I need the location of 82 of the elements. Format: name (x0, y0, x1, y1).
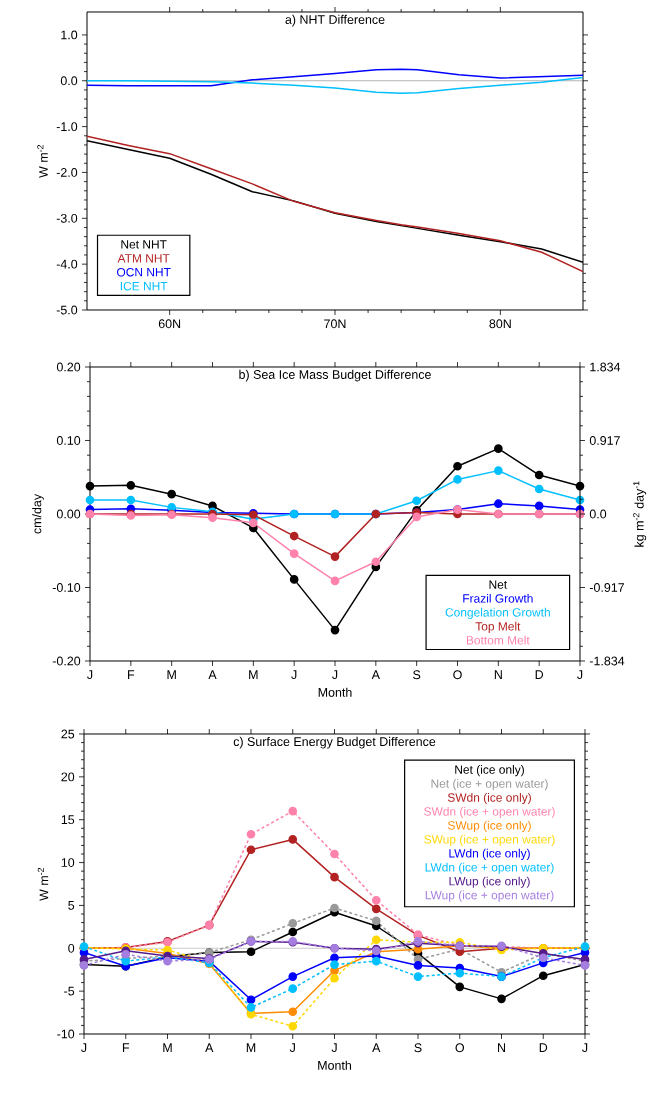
y-axis-title: cm/day (32, 493, 44, 534)
y2-tick-label: 0.917 (589, 436, 620, 445)
text: ICE NHT (120, 281, 168, 291)
text: ATM NHT (117, 254, 170, 263)
y-tick-label: -0.20 (52, 656, 81, 666)
x-tick-label: M (246, 1043, 256, 1052)
chart-title: b) Sea Ice Mass Budget Difference (239, 369, 431, 382)
x-tick-label: J (331, 1043, 337, 1053)
x-tick-label: N (498, 1043, 505, 1052)
y-tick-label: 10 (61, 858, 75, 867)
x-tick-label: 60N (158, 319, 181, 329)
y-tick-label: 0.0 (60, 76, 78, 86)
x-axis-title: Month (318, 1060, 351, 1070)
y-tick-label: 5 (68, 901, 75, 910)
x-tick-label: S (414, 1043, 422, 1053)
y-tick-label: -1.0 (56, 122, 78, 132)
x-tick-label: M (167, 670, 176, 679)
y-tick-label: -5 (64, 986, 75, 996)
y-tick-label: 1.0 (61, 30, 78, 40)
x-tick-label: D (539, 1043, 548, 1052)
y-tick-label: -0.10 (52, 583, 81, 592)
text: Net (ice + open water) (431, 779, 548, 791)
text: Net (489, 580, 508, 589)
y-tick-label: 0.20 (56, 362, 81, 372)
x-tick-label: J (577, 670, 583, 680)
text: Top Melt (475, 621, 521, 633)
y-axis-title: W m$^{-2}$ (37, 145, 48, 178)
x-tick-label: F (128, 670, 135, 679)
x-tick-label: A (371, 670, 380, 679)
text: SWdn (ice only) (447, 792, 531, 805)
text: SWup (ice only) (447, 820, 531, 833)
y2-tick-label: 0.0 (589, 509, 607, 519)
text: Frazil Growth (463, 593, 533, 603)
x-tick-label: J (582, 1043, 588, 1053)
y-tick-label: -10 (57, 1029, 75, 1039)
y-tick-label: 0 (68, 943, 75, 953)
text: SWdn (ice + open water) (424, 806, 555, 819)
text: Congelation Growth (445, 607, 550, 620)
x-tick-label: A (372, 1043, 381, 1052)
y-tick-label: -3.0 (56, 213, 78, 223)
y2-axis-title: kg m$^{-2}$ day$^{-1}$ (633, 481, 647, 547)
x-tick-label: J (87, 670, 93, 680)
y-tick-label: 0.10 (56, 436, 81, 445)
x-tick-label: S (413, 670, 421, 680)
text: LWdn (ice + open water) (425, 862, 554, 874)
x-tick-label: J (332, 670, 338, 680)
chart-title: c) Surface Energy Budget Difference (233, 736, 436, 749)
x-tick-label: 70N (324, 319, 346, 329)
x-tick-label: A (205, 1043, 214, 1052)
text: Bottom Melt (466, 635, 530, 645)
y-tick-label: -4.0 (56, 259, 78, 269)
y-tick-label: 15 (61, 815, 75, 825)
x-axis-title: Month (318, 687, 352, 697)
x-tick-label: F (122, 1043, 130, 1052)
y2-tick-label: 1.834 (590, 362, 621, 372)
text: OCN NHT (117, 268, 171, 277)
x-tick-label: J (81, 1043, 87, 1053)
y2-tick-label: -0.917 (589, 583, 625, 592)
x-tick-label: M (249, 670, 258, 679)
chart-title: a) NHT Difference (285, 14, 385, 27)
text: Net (ice only) (455, 765, 524, 777)
x-tick-label: 80N (489, 319, 511, 329)
y-tick-label: -2.0 (56, 168, 78, 177)
text: LWup (ice + open water) (425, 890, 554, 902)
text: SWup (ice + open water) (424, 834, 555, 846)
x-tick-label: A (208, 670, 217, 679)
y-tick-label: 0.00 (56, 509, 81, 519)
x-tick-label: D (535, 670, 544, 679)
text: LWdn (ice only) (449, 848, 530, 860)
y-tick-label: 25 (61, 729, 75, 739)
x-tick-label: O (455, 1043, 464, 1053)
y-tick-label: -5.0 (56, 305, 78, 315)
y-tick-label: 20 (61, 772, 75, 782)
text: Net NHT (121, 240, 167, 249)
x-tick-label: M (163, 1043, 172, 1052)
x-tick-label: N (494, 670, 502, 679)
x-tick-label: O (453, 670, 462, 680)
text: LWup (ice only) (449, 876, 530, 888)
y-axis-title: W m$^{-2}$ (37, 868, 49, 901)
y2-tick-label: -1.834 (589, 656, 625, 666)
x-tick-label: J (289, 1043, 295, 1053)
x-tick-label: J (291, 670, 297, 680)
